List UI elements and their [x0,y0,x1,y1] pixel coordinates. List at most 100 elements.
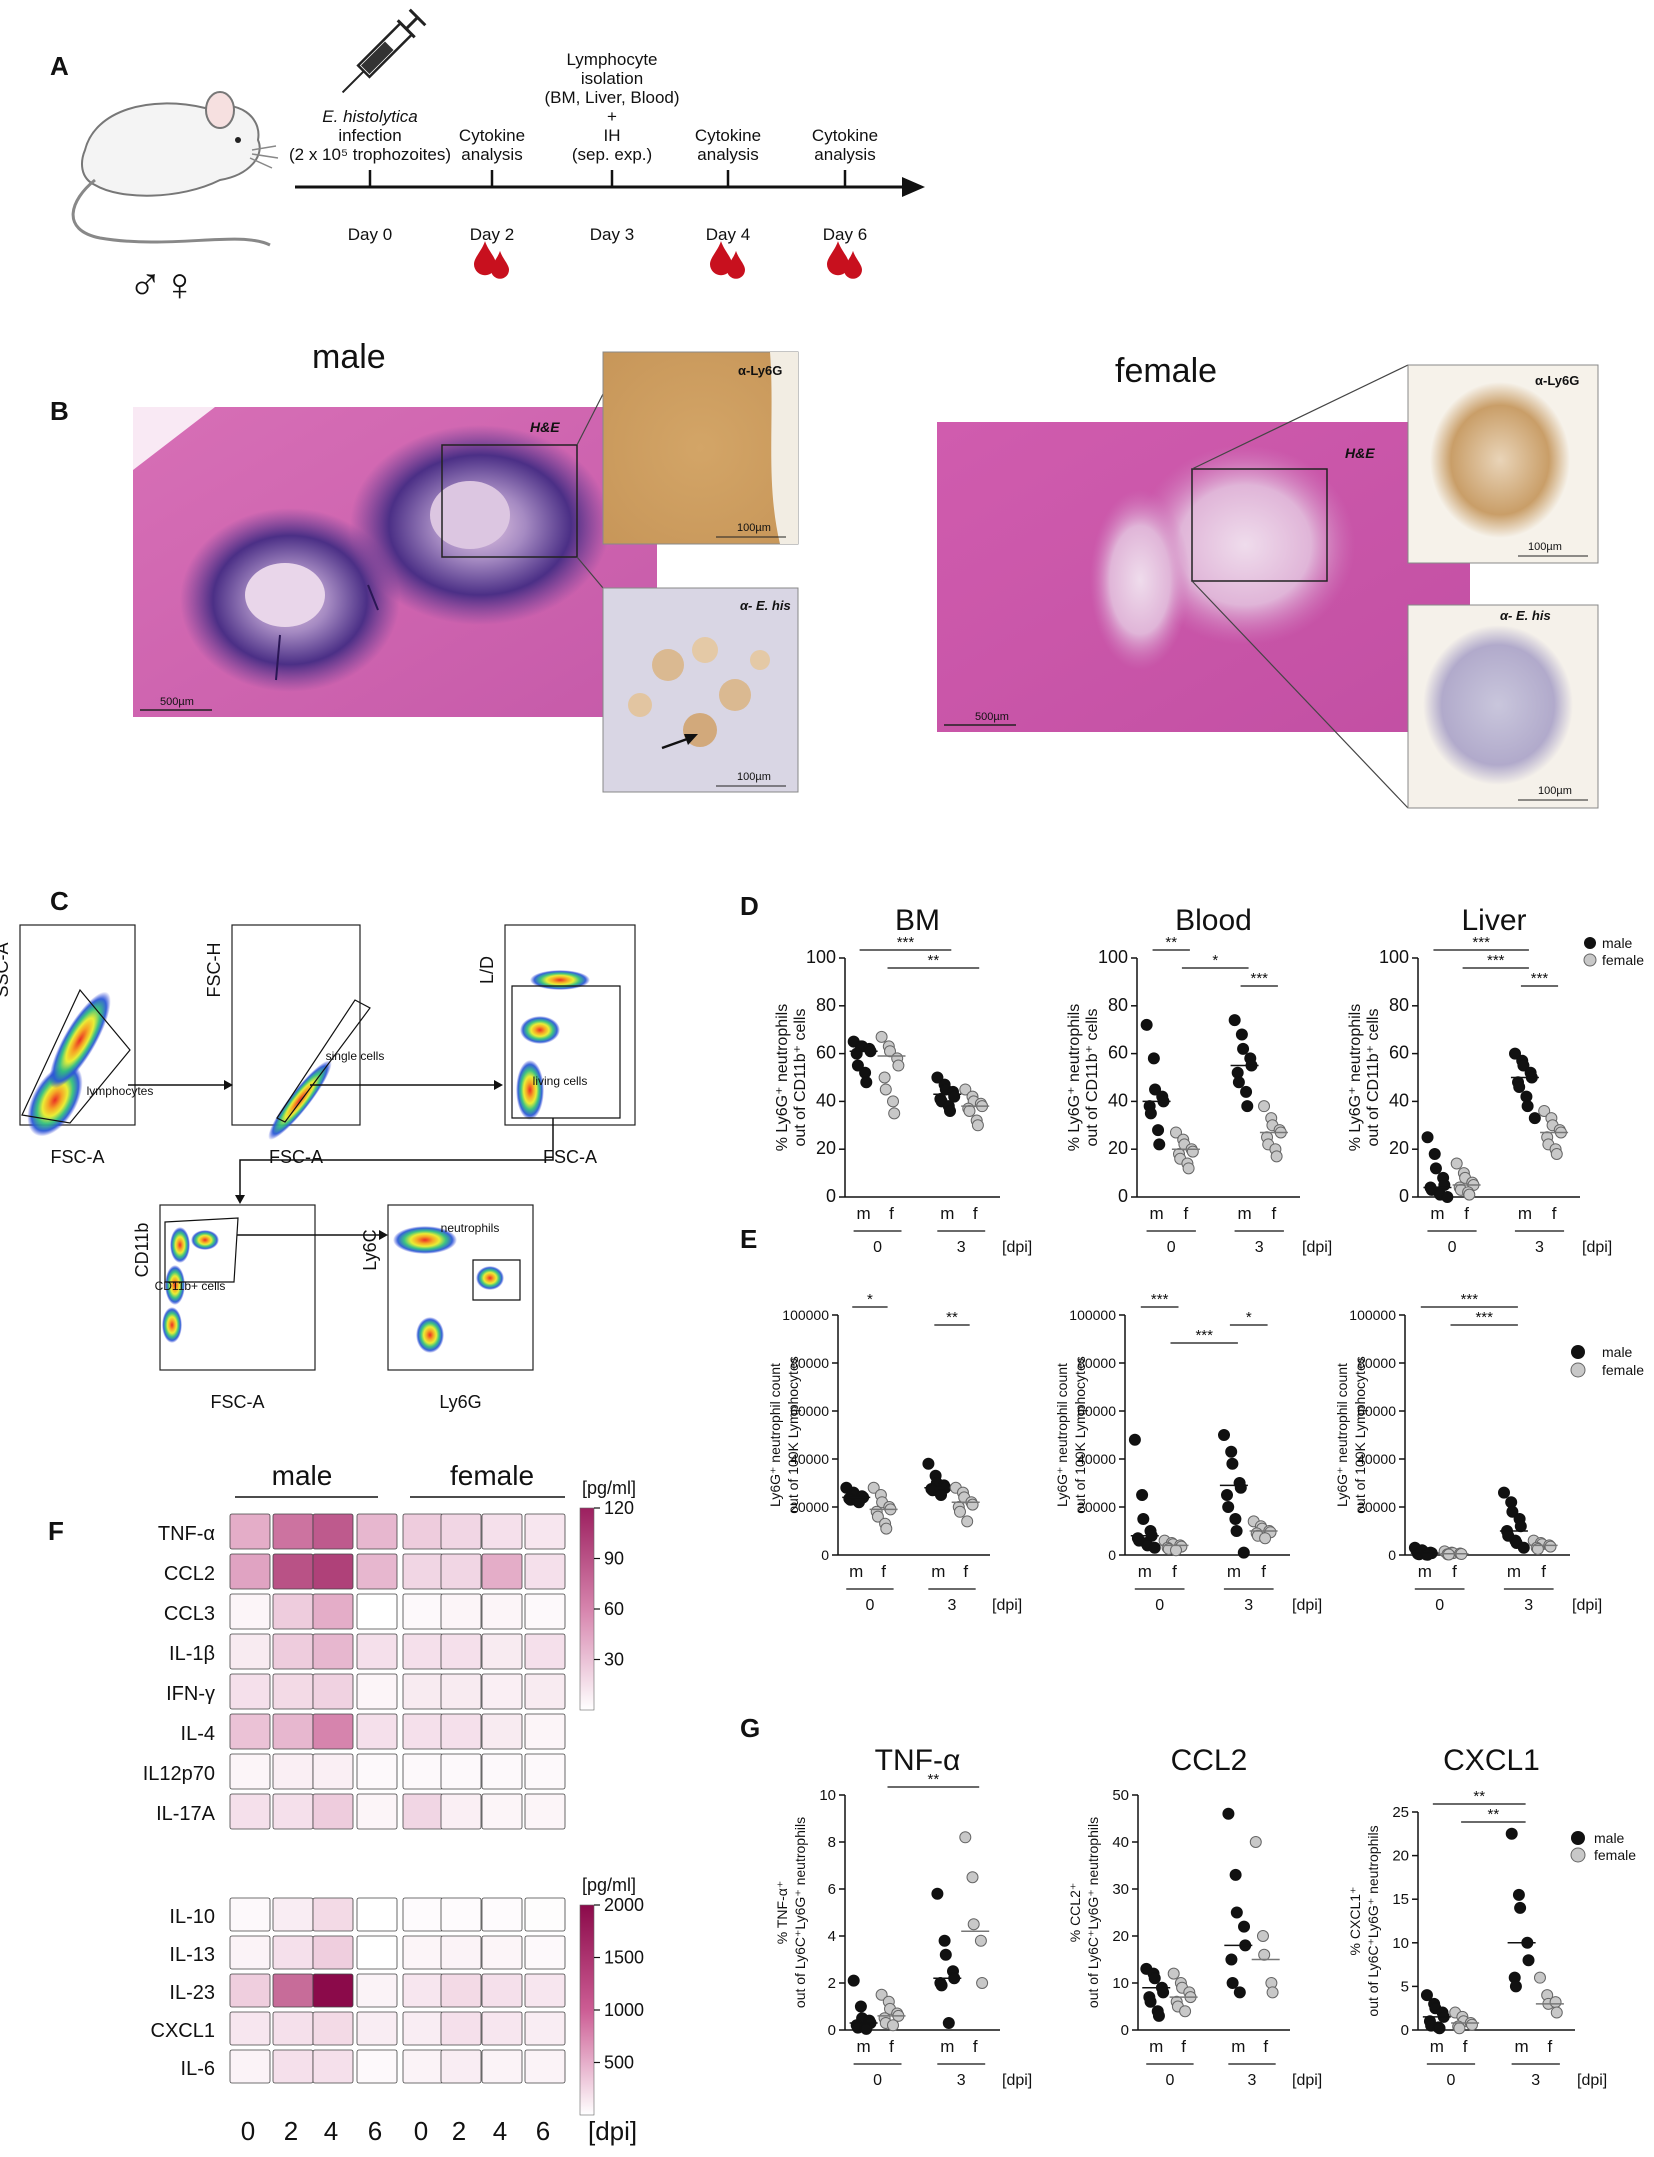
y-tick-label: 40 [816,1090,836,1110]
female-data-point [966,1871,979,1884]
scatter-chart: 0 20 40 60 80 100 Liver % Ly6G⁺ neutrophils out … [1347,904,1612,1256]
male-data-point [931,1887,944,1900]
y-tick-label: 0 [1399,1186,1409,1206]
heatmap-cell [272,1935,314,1970]
x-group-label: m [940,1204,954,1223]
male-data-point [1222,1501,1235,1513]
male-data-point [1506,1505,1519,1518]
significance-label: *** [1461,1291,1479,1308]
significance-label: *** [1195,1327,1213,1344]
y-tick-label: 6 [828,1881,836,1898]
x-group-label: f [1272,1204,1277,1223]
heatmap-cell [481,1897,523,1932]
heatmap-cell [524,1713,566,1750]
male-data-point [1237,1042,1250,1055]
dpi-value-label: 0 [1447,2072,1456,2089]
y-tick-label: 30 [1112,1881,1129,1898]
female-data-point [879,1083,892,1096]
y-tick-label: 10 [1392,1935,1409,1952]
gate-outline [164,1217,239,1283]
heatmap-cell [481,1793,523,1830]
male-data-point [1521,1100,1534,1113]
scatter-chart: 0 20000 40000 60000 80000 100000 Ly6G⁺ neutrop… [1054,1291,1322,1614]
scatter-chart: 0 2 4 6 8 10 TNF-α % TNF-α⁺ out of Ly6C⁺Ly6G⁺ ne… [774,1744,1032,2089]
x-group-label: f [1184,1204,1189,1223]
male-data-point [1148,1972,1161,1985]
male-data-point [1222,1807,1235,1820]
dpi-value-label: 3 [957,1239,966,1256]
y-axis-label: out of CD11b⁺ cells [1365,1009,1382,1147]
timeline-arrowhead [902,177,925,197]
y-tick-label: 0 [1388,1547,1396,1563]
y-axis-label: % Ly6G⁺ neutrophils [774,1004,791,1151]
significance-label: *** [1487,952,1505,969]
heatmap-column-label: 0 [241,2116,255,2146]
heatmap-cell [440,2011,482,2046]
y-axis-label: Ly6G⁺ neutrophil count [1054,1363,1070,1507]
male-data-point [1433,2022,1446,2035]
heatmap-cell [524,1897,566,1932]
dpi-unit-label: [dpi] [1002,1239,1032,1256]
heatmap-column-label: 4 [324,2116,338,2146]
significance-label: * [1246,1309,1252,1326]
female-data-point [1450,1157,1463,1170]
male-ehis-scale: 100µm [737,771,771,783]
legend-e-male: male [1602,1344,1633,1360]
panel-label-e: E [740,1224,757,1254]
female-data-point [1182,1162,1195,1175]
chart-title: Liver [1461,904,1526,937]
dpi-value-label: 3 [957,2072,966,2089]
chart-title: TNF-α [875,1744,961,1777]
female-data-point [880,1522,893,1535]
timeline-event-text: analysis [814,145,875,164]
y-tick-label: 20000 [790,1499,829,1515]
y-axis-label: out of 100K Lymphocytes [1072,1356,1088,1513]
female-data-point [961,1515,974,1528]
heatmap-cell [524,1753,566,1790]
heatmap-row-label: IL12p70 [143,1763,215,1785]
heatmap-cell [524,2011,566,2046]
y-tick-label: 0 [821,1547,829,1563]
flow-x-label: FSC-A [51,1147,105,1167]
legend-g-female: female [1594,1847,1636,1863]
x-group-label: f [1464,1204,1469,1223]
female-data-point [888,1107,901,1120]
x-group-label: f [1541,1562,1546,1581]
dpi-unit-label: [dpi] [1572,1597,1602,1614]
heatmap-cell [402,2011,444,2046]
timeline-event-text: isolation [581,69,643,88]
female-title: female [1115,352,1217,390]
heatmap-cell [524,1973,566,2008]
scatter-chart: 0 20 40 60 80 100 Blood % Ly6G⁺ neutrophils out … [1066,904,1332,1256]
y-tick-label: 0 [1121,2022,1129,2039]
gate-outline [276,999,371,1123]
male-data-point [851,1059,864,1072]
heatmap-column-label: 6 [368,2116,382,2146]
male-data-point [1148,1541,1161,1554]
gate-label: CD11b+ cells [155,1279,226,1293]
chart-title: CXCL1 [1443,1744,1540,1777]
female-data-point [976,1977,989,1989]
x-group-label: f [1463,2037,1468,2056]
panel-label-d: D [740,891,759,921]
y-tick-label: 60 [1389,1043,1409,1063]
male-data-point [939,1948,952,1961]
heatmap-cell [272,1897,314,1932]
colour-scale-tick-label: 90 [604,1549,624,1569]
heatmap-cell [402,1753,444,1790]
dpi-value-label: 3 [948,1597,957,1614]
heatmap-cell [272,2049,314,2084]
heatmap-cell [481,1935,523,1970]
chart-title: BM [895,904,940,937]
female-data-point [1186,1145,1199,1158]
heatmap-cell [440,1935,482,1970]
female-data-point [1179,2005,1192,2018]
y-tick-label: 40000 [1077,1451,1116,1467]
legend-e-female: female [1602,1362,1644,1378]
colour-scale-tick-label: 2000 [604,1895,644,1915]
x-group-label: m [1237,1204,1251,1223]
male-data-point [1228,1014,1241,1027]
male-data-point [860,1076,873,1089]
gate-outline [21,988,131,1124]
male-data-point [1240,1085,1253,1098]
